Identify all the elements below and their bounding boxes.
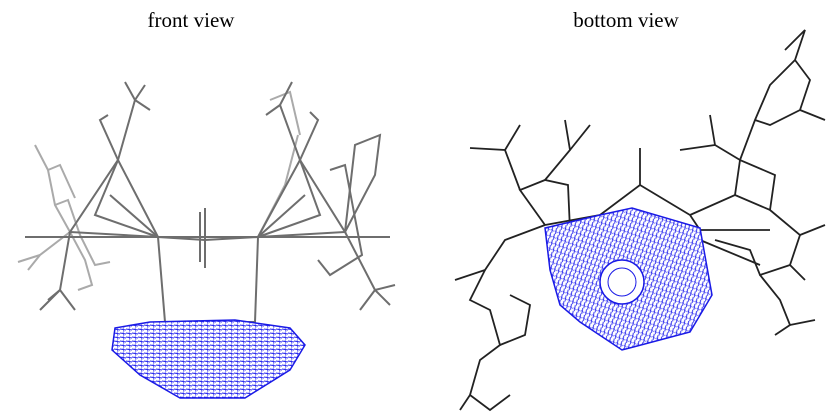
bond <box>740 30 805 160</box>
bond <box>800 110 825 120</box>
bond <box>158 237 258 322</box>
bond <box>60 290 75 310</box>
bond <box>345 135 380 232</box>
bond <box>500 295 530 345</box>
bond <box>318 165 362 275</box>
bond <box>360 290 375 310</box>
bond <box>760 275 815 325</box>
bond <box>690 160 775 215</box>
bond <box>258 195 305 237</box>
bond <box>710 115 740 160</box>
bond <box>135 85 145 100</box>
bond <box>125 82 135 100</box>
bond <box>545 120 570 180</box>
bond <box>118 100 150 160</box>
bond <box>40 290 60 310</box>
figure: front view bottom view <box>0 0 830 419</box>
bond <box>570 125 590 150</box>
mesh-opening <box>600 260 644 304</box>
bond <box>505 125 520 150</box>
bond <box>110 195 158 237</box>
bond <box>470 270 510 410</box>
bond <box>460 395 470 410</box>
bond <box>375 285 395 290</box>
bond <box>715 240 790 275</box>
bond <box>300 112 318 160</box>
surface-mesh <box>112 320 305 398</box>
panel-label: bottom view <box>573 8 679 32</box>
bond <box>455 225 545 280</box>
bond <box>270 92 300 135</box>
bond <box>100 115 118 160</box>
bond <box>755 60 810 125</box>
panel-label: front view <box>148 8 236 32</box>
bond <box>800 225 825 235</box>
bond <box>258 135 298 237</box>
bond <box>470 148 520 190</box>
bond <box>680 145 715 150</box>
bond <box>775 325 790 335</box>
bond <box>345 232 390 305</box>
page: front view bottom view <box>0 0 830 419</box>
bond <box>95 160 158 237</box>
molecule-front <box>25 82 395 322</box>
